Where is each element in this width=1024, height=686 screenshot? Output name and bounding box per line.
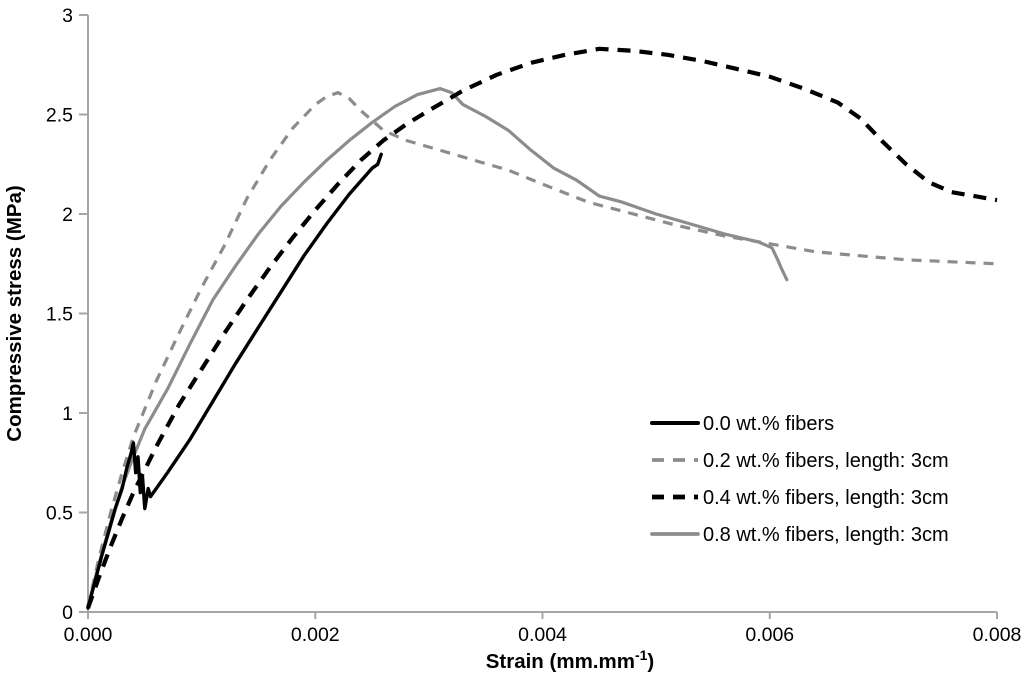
series-line-0.4 (86, 46, 998, 609)
legend-item: 0.0 wt.% fibers (650, 413, 834, 435)
y-tick-label: 2 (62, 204, 73, 226)
y-tick-label: 0.5 (46, 503, 73, 525)
series-line-0.2 (86, 90, 998, 607)
legend-label: 0.8 wt.% fibers, length: 3cm (703, 524, 949, 546)
series-line-0.0 (86, 152, 383, 610)
y-tick-label: 3 (62, 5, 73, 27)
y-tick-label: 2.5 (46, 105, 73, 127)
x-tick-label: 0.008 (973, 624, 1022, 646)
x-tick-label: 0.000 (64, 624, 113, 646)
series-line-0.8 (86, 86, 789, 608)
y-tick-label: 0 (62, 602, 73, 624)
legend-item: 0.4 wt.% fibers, length: 3cm (652, 487, 949, 509)
legend-label: 0.0 wt.% fibers (703, 413, 834, 435)
legend-item: 0.2 wt.% fibers, length: 3cm (652, 450, 949, 472)
x-tick-label: 0.004 (518, 624, 567, 646)
x-tick-label: 0.006 (745, 624, 794, 646)
legend-item: 0.8 wt.% fibers, length: 3cm (650, 524, 949, 546)
legend-label: 0.2 wt.% fibers, length: 3cm (703, 450, 949, 472)
x-axis-title: Strain (mm.mm-1) (486, 647, 655, 673)
y-tick-label: 1.5 (46, 304, 73, 326)
y-axis-title: Compressive stress (MPa) (3, 185, 26, 441)
legend-label: 0.4 wt.% fibers, length: 3cm (703, 487, 949, 509)
x-tick-label: 0.002 (291, 624, 340, 646)
y-tick-label: 1 (62, 403, 73, 425)
